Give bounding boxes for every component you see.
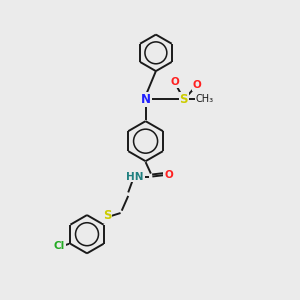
Text: O: O: [164, 170, 173, 180]
Text: S: S: [180, 93, 188, 106]
Text: O: O: [171, 77, 179, 87]
Text: Cl: Cl: [54, 241, 65, 251]
Text: CH₃: CH₃: [195, 94, 214, 104]
Text: N: N: [141, 93, 151, 106]
Text: S: S: [103, 209, 111, 223]
Text: HN: HN: [126, 172, 144, 182]
Text: O: O: [193, 80, 202, 90]
